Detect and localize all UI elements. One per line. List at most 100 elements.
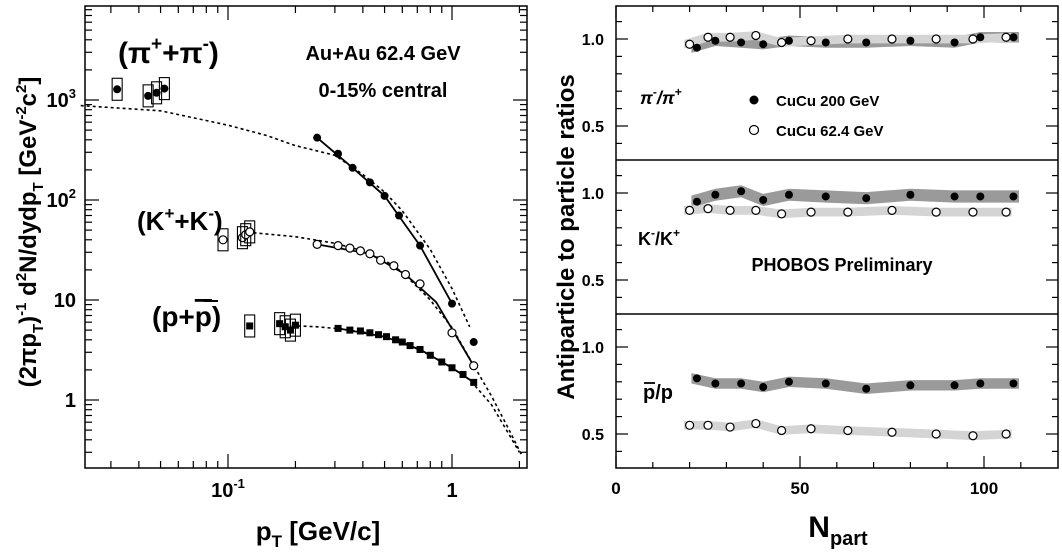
ratio-point-p0-open-2: [725, 32, 735, 42]
left-fit-curves: [80, 104, 523, 456]
ratio-point-p0-filled-7: [906, 36, 915, 45]
ratio-point-p2-filled-10: [1009, 379, 1018, 388]
ytick-r2-0.5: 0.5: [582, 273, 604, 290]
ratio-point-p1-filled-3: [759, 195, 768, 204]
point--p-pbar-low-pt-4: [291, 321, 299, 329]
ratio-label-kaon: K-/K+: [638, 226, 680, 249]
legend-marker-open: [748, 124, 760, 136]
ratio-point-p1-filled-4: [784, 190, 793, 199]
point---6: [416, 241, 425, 250]
ratio-point-p0-open-4: [776, 37, 787, 48]
point--p-pbar-low-pt-0-syst-box: [244, 314, 256, 338]
point--p-pbar--8: [406, 342, 414, 350]
left-data-points: [111, 77, 479, 386]
legend-marker-filled: [749, 95, 759, 105]
ratio-point-p0-open-6: [843, 34, 853, 44]
ratio-point-p0-open-8: [931, 34, 941, 44]
ratio-point-p2-filled-0: [692, 374, 701, 383]
right-axis-ticks: [615, 6, 1058, 468]
point--p-pbar--14: [470, 378, 478, 386]
point---2: [348, 163, 357, 172]
ratio-point-p1-filled-6: [862, 194, 871, 203]
left-axis-ticks: [85, 6, 527, 468]
ratio-label-pion: π-/π+: [640, 85, 682, 108]
legend: CuCu 200 GeV CuCu 62.4 GeV: [748, 93, 884, 140]
ratio-point-p2-open-6: [843, 425, 853, 436]
legend-label-open: CuCu 62.4 GeV: [776, 123, 884, 140]
point--k-k--2: [345, 243, 355, 253]
ratio-point-p2-filled-9: [976, 379, 985, 388]
point--low-pt-0-syst-box: [111, 77, 123, 101]
point--p-pbar--13: [459, 370, 467, 378]
label-pion: (π++π-): [118, 34, 219, 70]
point--k-k-low-pt-3-syst-box: [244, 220, 256, 244]
xtick-label-1: 1: [446, 480, 457, 502]
ytick-r2-1.0: 1.0: [582, 186, 604, 203]
ratio-point-p0-filled-0: [692, 43, 701, 52]
point--k-k--6: [389, 261, 399, 271]
point--k-k-low-pt-0-syst-box: [217, 228, 229, 252]
ytick-r3-0.5: 0.5: [582, 427, 604, 444]
ratio-point-p0-filled-6: [862, 38, 871, 47]
point--p-pbar--4: [375, 331, 383, 339]
right-panel: 1.0 0.5 1.0 0.5 1.0 0.5 0 50 100 Npart A…: [553, 5, 1059, 550]
point--p-pbar-low-pt-0: [246, 322, 254, 330]
ratio-point-p2-open-1: [703, 420, 713, 430]
left-plot-frame: [84, 5, 528, 469]
label-centrality: 0-15% central: [319, 80, 448, 102]
syst-band-panel1-series0: [691, 185, 1019, 208]
ratio-point-p0-filled-10: [1009, 33, 1018, 42]
ratio-point-p0-filled-4: [784, 36, 793, 45]
ratio-point-p0-open-9: [968, 34, 978, 44]
point--p-pbar--6: [392, 336, 400, 344]
ratio-point-p0-open-5: [806, 36, 816, 46]
ytick-label-100: 102: [47, 186, 76, 212]
ratio-point-p0-filled-9: [976, 33, 985, 42]
point--k-k--0: [312, 239, 322, 249]
ratio-point-p1-open-6: [843, 207, 853, 217]
ratio-point-p1-open-8: [931, 207, 941, 217]
ratio-point-p2-open-7: [887, 427, 897, 437]
ratio-point-p2-open-8: [931, 429, 941, 439]
xtick-label-0.1: 10-1: [211, 476, 245, 502]
point--p-pbar--3: [366, 329, 374, 337]
point--low-pt-3: [160, 84, 169, 93]
point--k-k-low-pt-3: [245, 227, 255, 237]
point--low-pt-1-syst-box: [142, 84, 154, 108]
ratio-point-p1-open-9: [968, 207, 978, 217]
phobos-preliminary-label: PHOBOS Preliminary: [751, 255, 932, 275]
point--low-pt-3-syst-box: [158, 77, 170, 101]
point--p-pbar--0: [334, 324, 342, 332]
right-x-axis-title: Npart: [808, 511, 868, 550]
point--p-pbar--11: [438, 358, 446, 366]
ratio-point-p0-filled-5: [821, 38, 830, 47]
ratio-point-p1-filled-9: [976, 192, 985, 201]
ratio-point-p2-filled-2: [737, 379, 746, 388]
ratio-point-p2-filled-3: [759, 383, 768, 392]
ratio-point-p1-open-7: [887, 205, 897, 215]
point--low-pt-1: [144, 91, 153, 100]
point--low-pt-2: [152, 88, 161, 97]
ratio-point-p2-open-4: [776, 425, 787, 436]
point--p-pbar--5: [382, 333, 390, 341]
point---5: [395, 211, 404, 220]
point--p-pbar--1: [346, 326, 354, 334]
left-panel: 103 102 10 1 10-1 1 pT [GeV/c] (2πpT)-1 …: [13, 5, 528, 551]
ratio-point-p0-open-7: [887, 34, 897, 44]
ratio-point-p1-filled-2: [737, 187, 746, 196]
ratio-point-p2-filled-5: [821, 379, 830, 388]
point--k-k-low-pt-0: [218, 235, 228, 245]
ytick-r3-1.0: 1.0: [582, 340, 604, 357]
ytick-r1-0.5: 0.5: [582, 119, 604, 136]
ratio-point-p2-open-10: [1001, 429, 1011, 439]
point--low-pt-0: [113, 85, 122, 94]
point--k-k--10: [469, 361, 479, 371]
point--k-k--5: [375, 255, 386, 265]
left-y-axis-title: (2πpT)-1 d2N/dydpT [GeV-2c2]: [13, 77, 47, 388]
ytick-label-1000: 103: [47, 86, 76, 112]
ratio-point-p2-filled-8: [950, 381, 959, 390]
xtick-r-0: 0: [611, 479, 620, 498]
right-plot-frame: [615, 5, 1059, 469]
point--k-k--7: [400, 269, 411, 280]
